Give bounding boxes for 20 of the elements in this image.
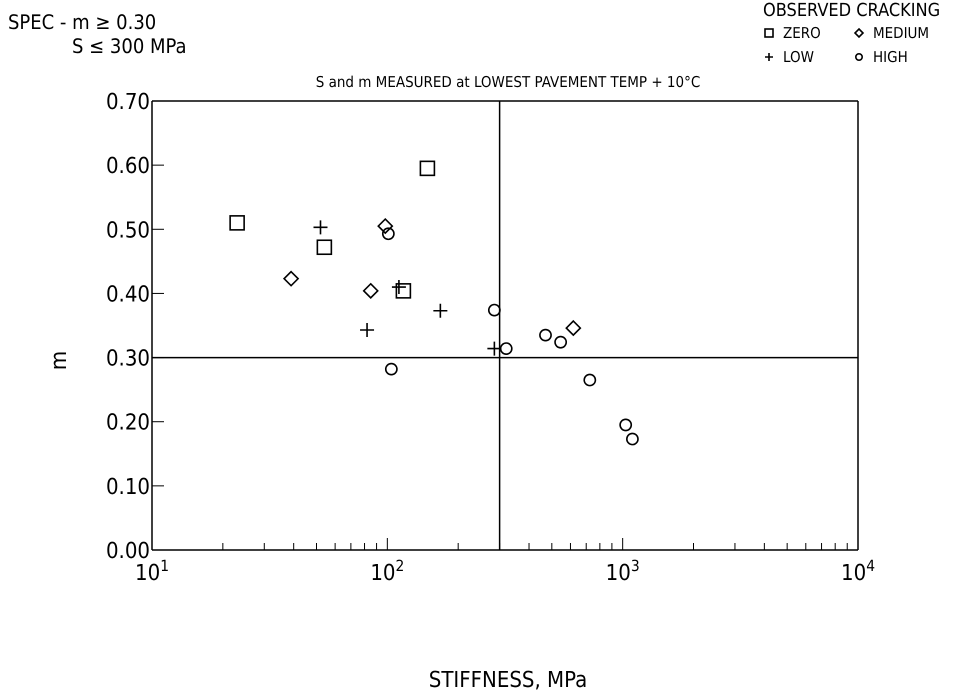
legend-title: OBSERVED CRACKING (763, 0, 942, 21)
legend-label: ZERO (783, 24, 821, 42)
y-tick-label: 0.60 (106, 154, 150, 180)
y-tick-label: 0.30 (106, 346, 150, 372)
x-tick-label: 10$^{3}$ (606, 557, 640, 586)
y-tick-label: 0.40 (106, 282, 150, 308)
x-axis-title: STIFFNESS, MPa (428, 668, 588, 693)
legend-label: LOW (783, 48, 814, 66)
x-tick-label: 10$^{4}$ (841, 557, 876, 586)
legend-label: HIGH (873, 48, 908, 66)
y-tick-label: 0.10 (106, 474, 150, 500)
y-axis-title: m (47, 350, 72, 370)
y-tick-label: 0.50 (106, 218, 150, 244)
chart-title: S and m MEASURED at LOWEST PAVEMENT TEMP + 10°C (314, 73, 702, 91)
text: SPEC - m ≥ 0.30 (8, 10, 156, 34)
legend-label: MEDIUM (873, 24, 930, 42)
text: S ≤ 300 MPa (72, 34, 186, 58)
x-tick-label: 10$^{2}$ (370, 557, 404, 586)
y-tick-label: 0.20 (106, 410, 150, 436)
y-tick-label: 0.70 (106, 90, 150, 115)
